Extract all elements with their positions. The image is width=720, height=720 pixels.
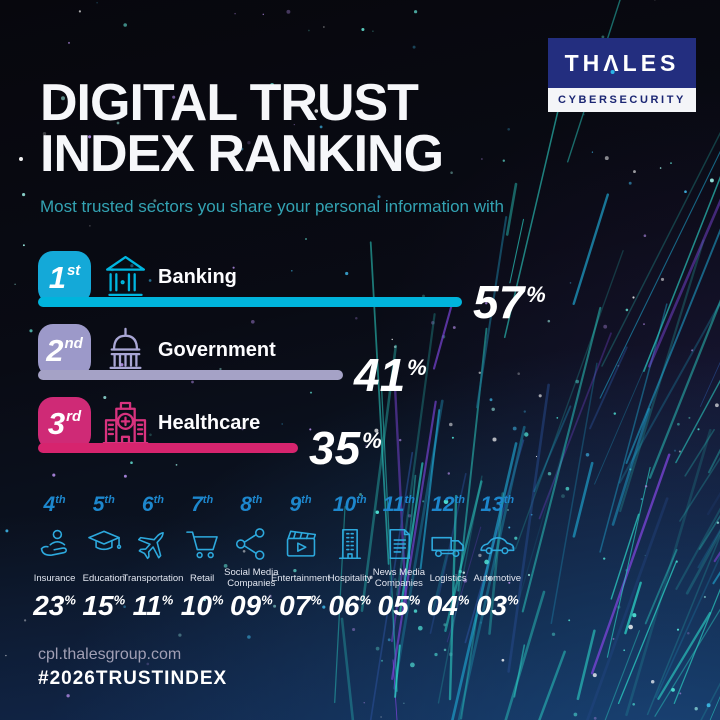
value-label: 57% [473, 276, 546, 328]
minor-ranking-education: 5th Education 15% [79, 487, 128, 620]
retail-icon [183, 525, 221, 563]
campaign-hashtag: #2026TRUSTINDEX [38, 668, 228, 689]
rank-number: 1 [48, 260, 66, 295]
cybersecurity-label: CYBERSECURITY [548, 88, 696, 112]
value-label: 05% [377, 590, 421, 621]
hospitality-icon [331, 525, 369, 563]
value-label: 09% [229, 590, 273, 621]
thales-logo-box: THΛ LES [548, 38, 696, 88]
value-label: 04% [426, 590, 470, 621]
value-bar [38, 370, 343, 380]
minor-ranking-automotive: 13th Automotive 03% [473, 487, 522, 620]
minor-ranking-news-media: 11th News Media Companies 05% [373, 487, 425, 621]
sector-label: Healthcare [158, 412, 261, 434]
thales-logo: THΛ LES CYBERSECURITY [548, 38, 696, 112]
minor-rankings-grid: 4th Insurance 23% 5th Education 15% 6th Transpo… [30, 487, 522, 620]
minor-ranking-social-media: 8th Social Media Companies 09% [224, 487, 278, 621]
rank-number: 10th [332, 493, 367, 516]
sector-label: Logistics [429, 572, 467, 584]
rank-number: 2 [46, 333, 64, 368]
sector-label: News Media Companies [372, 567, 426, 589]
rank-number: 8th [240, 493, 263, 516]
value-label: 07% [279, 590, 322, 621]
education-icon [85, 525, 123, 563]
page-subtitle: Most trusted sectors you share your pers… [40, 197, 504, 216]
minor-ranking-logistics: 12th Logistics 04% [424, 487, 473, 620]
thales-lambda-dot [610, 69, 615, 74]
insurance-icon [36, 525, 74, 563]
value-label: 41% [354, 349, 427, 401]
minor-ranking-transportation: 6th Transportation 11% [123, 487, 184, 621]
value-bar [38, 443, 298, 453]
page-title: DIGITAL TRUST INDEX RANKING [40, 77, 444, 183]
value-label: 03% [475, 590, 519, 621]
news-media-icon [380, 525, 418, 563]
sector-label: Entertainment [270, 572, 331, 584]
sector-label: Transportation [122, 572, 184, 584]
value-label: 10% [180, 590, 224, 621]
rank-number: 5th [92, 493, 115, 516]
bar-row: 41% [38, 350, 427, 400]
rank-number: 6th [141, 493, 164, 516]
website-url: cpl.thalesgroup.com [38, 646, 182, 663]
rank-suffix: nd [64, 335, 83, 352]
sector-label: Banking [158, 266, 237, 288]
logistics-icon [429, 525, 467, 563]
rank-number: 13th [480, 493, 515, 516]
rank-suffix: rd [66, 408, 82, 425]
rank-number: 7th [191, 493, 214, 516]
social-media-icon [232, 525, 270, 563]
automotive-icon [478, 525, 516, 563]
value-label: 11% [132, 590, 174, 621]
title-line1: DIGITAL TRUST [40, 74, 419, 132]
entertainment-icon [282, 525, 320, 563]
value-label: 15% [82, 590, 126, 621]
sector-label: Education [82, 572, 125, 584]
bar-row: 57% [38, 277, 546, 327]
title-line2: INDEX RANKING [40, 125, 444, 183]
sector-label: Hospitality [327, 572, 372, 584]
rank-number: 11th [382, 493, 415, 516]
value-label: 23% [33, 590, 76, 621]
sector-label: Social Media Companies [224, 567, 279, 589]
bank-icon [98, 249, 153, 304]
rank-number: 3 [47, 406, 66, 441]
bar-row: 35% [38, 423, 382, 473]
sector-label: Insurance [33, 572, 76, 584]
minor-ranking-hospitality: 10th Hospitality 06% [325, 487, 374, 620]
sector-label: Automotive [473, 572, 522, 584]
value-bar [38, 297, 462, 307]
sector-label: Government [158, 339, 276, 361]
value-label: 06% [328, 590, 372, 621]
value-label: 35% [309, 422, 382, 474]
sector-label: Retail [190, 572, 215, 584]
rank-number: 4th [43, 493, 66, 516]
rank-number: 9th [289, 493, 312, 516]
footer: cpl.thalesgroup.com #2026TRUSTINDEX [38, 646, 227, 690]
minor-ranking-retail: 7th Retail 10% [178, 487, 227, 620]
minor-ranking-insurance: 4th Insurance 23% [30, 487, 79, 620]
thales-wordmark: THΛ LES [564, 49, 680, 76]
rank-number: 12th [431, 493, 465, 516]
rank-suffix: st [66, 262, 81, 279]
transportation-icon [134, 525, 172, 563]
minor-ranking-entertainment: 9th Entertainment 07% [271, 487, 330, 621]
